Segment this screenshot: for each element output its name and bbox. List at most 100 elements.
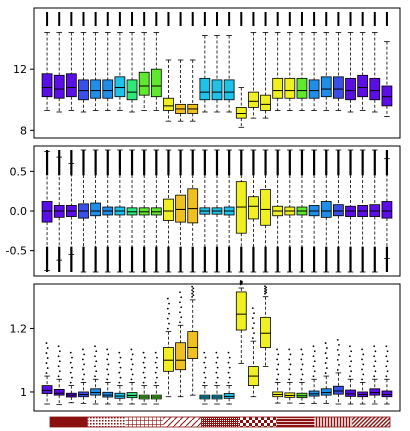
outlier: [94, 355, 96, 358]
box-body: [199, 77, 211, 101]
outlier: [350, 370, 353, 373]
box-12: [175, 291, 186, 398]
outlier: [154, 381, 157, 384]
outlier: [324, 342, 327, 344]
outlier: [215, 381, 218, 384]
outlier: [288, 348, 291, 351]
box-22: [296, 348, 308, 404]
box-body: [248, 91, 259, 108]
box-body: [320, 201, 332, 218]
outlier: [81, 348, 84, 351]
box-body: [260, 94, 271, 111]
box-11: [163, 297, 174, 398]
outlier: [81, 378, 84, 381]
plot-frame: [33, 283, 401, 412]
outlier: [192, 294, 195, 297]
outlier: [156, 366, 158, 369]
outlier: [204, 376, 207, 379]
outlier: [156, 356, 158, 359]
outlier: [276, 358, 278, 361]
y-tick-label: -0.5: [6, 245, 27, 258]
outlier: [265, 286, 268, 289]
outlier: [349, 365, 351, 368]
outlier: [253, 312, 255, 315]
box-9: [138, 149, 150, 273]
box-21: [284, 149, 296, 273]
box-body: [90, 79, 101, 99]
outlier: [203, 371, 206, 374]
box-8: [126, 12, 138, 113]
outlier: [324, 362, 327, 364]
outlier: [58, 370, 61, 373]
box-14: [199, 149, 211, 273]
outlier: [385, 345, 388, 348]
outlier: [324, 352, 327, 354]
box-body: [345, 77, 356, 101]
outlier: [301, 353, 304, 356]
y-tick-label: 8: [20, 124, 27, 137]
box-22: [296, 12, 308, 111]
outlier: [131, 353, 134, 356]
outlier: [58, 360, 61, 363]
box-7: [114, 12, 126, 111]
outlier: [336, 359, 339, 361]
outlier: [180, 316, 183, 319]
outlier: [324, 372, 327, 374]
outlier: [168, 302, 170, 305]
outlier: [130, 358, 133, 361]
box-12: [175, 149, 186, 273]
y-tick-label: 1.2: [10, 322, 28, 335]
box-19: [260, 12, 271, 119]
outlier: [179, 321, 181, 324]
outlier: [154, 361, 157, 364]
box-24: [320, 342, 332, 404]
box-body: [175, 194, 186, 223]
outlier: [191, 295, 194, 298]
outlier: [373, 355, 376, 358]
outlier: [373, 375, 376, 378]
outlier: [350, 350, 353, 353]
outlier: [168, 322, 170, 325]
box-body: [333, 76, 344, 99]
outlier: [312, 375, 315, 378]
outlier: [118, 361, 121, 364]
box-body: [369, 388, 381, 396]
outlier: [385, 375, 388, 378]
box-3: [65, 351, 77, 404]
outlier: [45, 372, 48, 374]
y-tick-label: 0.5: [10, 165, 28, 178]
outlier: [350, 360, 353, 363]
panel-middle: -0.5 0.0 0.5: [6, 145, 401, 277]
outlier: [325, 357, 328, 359]
outlier: [227, 351, 230, 354]
plot-frame: [33, 7, 401, 139]
outlier: [312, 355, 315, 358]
outlier: [336, 339, 339, 341]
box-6: [102, 348, 114, 405]
outlier: [191, 289, 194, 291]
outlier: [251, 317, 254, 320]
outlier: [216, 366, 219, 369]
outlier: [373, 345, 376, 348]
box-body: [320, 388, 332, 396]
outlier: [143, 356, 146, 359]
outlier: [288, 378, 291, 381]
box-body: [333, 204, 344, 217]
outlier: [130, 368, 133, 371]
pattern-legend-bar: [49, 416, 391, 428]
outlier: [180, 296, 183, 299]
box-body: [138, 71, 150, 96]
outlier: [277, 363, 280, 366]
outlier: [251, 307, 254, 310]
box-1: [41, 342, 53, 405]
box-26: [345, 345, 356, 405]
outlier: [106, 358, 109, 361]
pattern-segment-dots: [87, 417, 126, 427]
outlier: [69, 351, 72, 354]
outlier: [215, 351, 218, 354]
outlier: [336, 349, 339, 351]
outlier: [45, 342, 48, 344]
outlier: [349, 355, 351, 358]
outlier: [130, 378, 133, 381]
outlier: [289, 363, 292, 366]
